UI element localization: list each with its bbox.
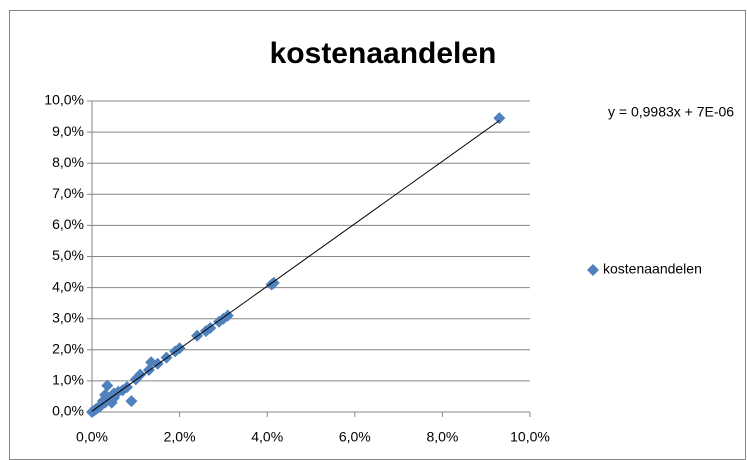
x-tick-label: 8,0% xyxy=(426,429,458,445)
y-tick-label: 3,0% xyxy=(52,309,84,325)
point xyxy=(493,112,506,125)
x-tick-label: 4,0% xyxy=(251,429,283,445)
x-tick-label: 10,0% xyxy=(510,429,550,445)
chart-frame xyxy=(9,10,746,460)
x-tick-label: 0,0% xyxy=(76,429,108,445)
y-tick-label: 6,0% xyxy=(52,216,84,232)
y-tick-label: 1,0% xyxy=(52,372,84,388)
y-tick-label: 9,0% xyxy=(52,123,84,139)
x-tick-label: 6,0% xyxy=(339,429,371,445)
point xyxy=(125,395,138,408)
trendline-equation: y = 0,9983x + 7E-06 xyxy=(608,104,734,120)
legend-label: kostenaandelen xyxy=(603,261,702,277)
point xyxy=(99,388,112,401)
y-tick-label: 0,0% xyxy=(52,403,84,419)
trendline xyxy=(91,120,500,412)
y-tick-label: 10,0% xyxy=(44,92,84,108)
x-tick-label: 2,0% xyxy=(164,429,196,445)
chart-title: kostenaandelen xyxy=(270,37,497,70)
y-tick-label: 8,0% xyxy=(52,154,84,170)
y-tick-label: 7,0% xyxy=(52,185,84,201)
y-tick-label: 4,0% xyxy=(52,278,84,294)
point xyxy=(101,379,114,392)
y-tick-label: 5,0% xyxy=(52,247,84,263)
y-tick-label: 2,0% xyxy=(52,341,84,357)
legend-marker xyxy=(587,264,599,276)
